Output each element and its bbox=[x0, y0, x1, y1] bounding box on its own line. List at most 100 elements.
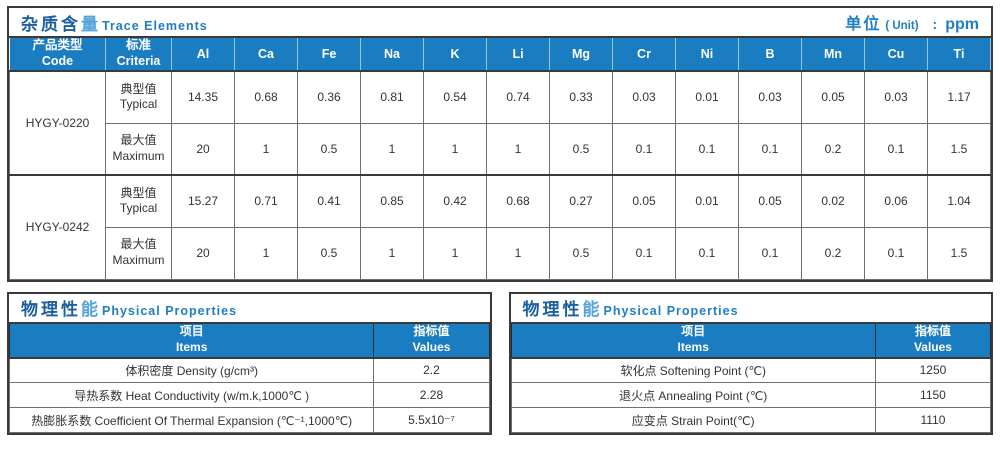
element-col-ni: Ni bbox=[675, 38, 739, 72]
property-value: 2.2 bbox=[373, 357, 490, 383]
col-header-values: 指标值 Values bbox=[373, 323, 490, 359]
phys-left-header-row: 项目 Items 指标值 Values bbox=[8, 323, 490, 359]
value-cell: 14.35 bbox=[171, 70, 235, 124]
element-col-mg: Mg bbox=[549, 38, 613, 72]
value-cell: 0.03 bbox=[864, 70, 928, 124]
col-header-items-zh: 项目 bbox=[179, 324, 204, 339]
criteria-zh: 典型值 bbox=[120, 185, 157, 200]
physical-properties-section: 物理性 能 Physical Properties 项目 Items 指标值 V… bbox=[7, 291, 993, 435]
trace-title-bar: 杂质含 量 Trace Elements 单位 ( Unit) : ppm bbox=[9, 8, 991, 38]
value-cell: 0.68 bbox=[486, 174, 550, 228]
physical-properties-table-left: 项目 Items 指标值 Values 体积密度 Density (g/cm³)… bbox=[8, 323, 490, 433]
criteria-en: Typical bbox=[119, 97, 158, 112]
value-cell: 20 bbox=[171, 122, 235, 176]
criteria-cell: 最大值 Maximum bbox=[105, 226, 172, 280]
element-col-b: B bbox=[738, 38, 802, 72]
col-header-criteria: 标准 Criteria bbox=[105, 38, 172, 72]
value-cell: 0.68 bbox=[234, 70, 298, 124]
value-cell: 15.27 bbox=[171, 174, 235, 228]
property-item: 应变点 Strain Point(℃) bbox=[510, 407, 876, 433]
value-cell: 0.05 bbox=[801, 70, 865, 124]
element-col-cr: Cr bbox=[612, 38, 676, 72]
unit-colon: : bbox=[932, 16, 938, 32]
product-code-cell: HYGY-0220 bbox=[9, 70, 106, 176]
physical-properties-panel-right: 物理性 能 Physical Properties 项目 Items 指标值 V… bbox=[508, 291, 993, 435]
product-code-cell: HYGY-0242 bbox=[9, 174, 106, 280]
value-cell: 0.27 bbox=[549, 174, 613, 228]
value-cell: 0.1 bbox=[864, 122, 928, 176]
criteria-en: Typical bbox=[119, 201, 158, 216]
value-cell: 0.36 bbox=[297, 70, 361, 124]
element-col-mn: Mn bbox=[801, 38, 865, 72]
property-item: 软化点 Softening Point (℃) bbox=[510, 357, 876, 383]
physical-right-title-en: Physical Properties bbox=[603, 304, 739, 318]
value-cell: 0.2 bbox=[801, 226, 865, 280]
col-header-code: 产品类型 Code bbox=[9, 38, 106, 72]
value-cell: 1 bbox=[234, 226, 298, 280]
property-value: 1250 bbox=[874, 357, 992, 383]
col-header-items: 项目 Items bbox=[510, 323, 876, 359]
col-header-values-en: Values bbox=[913, 340, 952, 354]
element-col-al: Al bbox=[171, 38, 235, 72]
trace-title-zh-accent: 量 bbox=[81, 14, 98, 34]
physical-left-title-bar: 物理性 能 Physical Properties bbox=[9, 293, 490, 324]
element-col-fe: Fe bbox=[297, 38, 361, 72]
value-cell: 0.5 bbox=[549, 122, 613, 176]
value-cell: 0.1 bbox=[675, 122, 739, 176]
table-row: 体积密度 Density (g/cm³) 2.2 bbox=[8, 357, 490, 383]
value-cell: 1 bbox=[360, 226, 424, 280]
property-value: 5.5x10⁻⁷ bbox=[373, 407, 490, 433]
table-row: 退火点 Annealing Point (℃) 1150 bbox=[510, 382, 992, 408]
value-cell: 0.2 bbox=[801, 122, 865, 176]
element-col-li: Li bbox=[486, 38, 550, 72]
property-item: 热膨胀系数 Coefficient Of Thermal Expansion (… bbox=[8, 407, 375, 433]
col-header-values: 指标值 Values bbox=[874, 323, 992, 359]
unit-paren: ( Unit) bbox=[885, 20, 919, 32]
value-cell: 0.1 bbox=[738, 226, 802, 280]
col-header-items-en: Items bbox=[677, 340, 709, 354]
value-cell: 0.42 bbox=[423, 174, 487, 228]
trace-elements-panel: 杂质含 量 Trace Elements 单位 ( Unit) : ppm 产品… bbox=[7, 6, 993, 282]
col-header-values-zh: 指标值 bbox=[914, 324, 951, 339]
col-header-criteria-zh: 标准 bbox=[125, 38, 151, 53]
value-cell: 0.03 bbox=[612, 70, 676, 124]
value-cell: 1 bbox=[234, 122, 298, 176]
trace-title-zh: 杂质含 bbox=[21, 14, 81, 34]
value-cell: 0.5 bbox=[297, 122, 361, 176]
criteria-en: Maximum bbox=[112, 253, 165, 267]
value-cell: 0.71 bbox=[234, 174, 298, 228]
value-cell: 0.02 bbox=[801, 174, 865, 228]
property-value: 2.28 bbox=[373, 382, 490, 408]
table-row: HYGY-0220 典型值 Typical 14.35 0.68 0.36 0.… bbox=[9, 70, 991, 176]
col-header-code-en: Code bbox=[41, 54, 74, 68]
property-item: 体积密度 Density (g/cm³) bbox=[8, 357, 375, 383]
value-cell: 0.5 bbox=[549, 226, 613, 280]
property-value: 1110 bbox=[874, 407, 992, 433]
physical-right-title: 物理性 能 Physical Properties bbox=[523, 295, 739, 320]
table-row: 最大值 Maximum 20 1 0.5 1 1 1 0.5 0.1 0.1 0… bbox=[10, 122, 991, 176]
value-cell: 0.06 bbox=[864, 174, 928, 228]
col-header-items-zh: 项目 bbox=[681, 324, 706, 339]
value-cell: 1 bbox=[423, 226, 487, 280]
value-cell: 1.5 bbox=[927, 226, 991, 280]
trace-header-row: 产品类型 Code 标准 Criteria Al Ca Fe Na K Li M… bbox=[9, 38, 991, 72]
physical-properties-table-right: 项目 Items 指标值 Values 软化点 Softening Point … bbox=[510, 323, 992, 433]
value-cell: 0.01 bbox=[675, 70, 739, 124]
unit-zh: 单位 bbox=[845, 16, 882, 33]
value-cell: 0.05 bbox=[738, 174, 802, 228]
value-cell: 0.03 bbox=[738, 70, 802, 124]
trace-elements-table: 产品类型 Code 标准 Criteria Al Ca Fe Na K Li M… bbox=[9, 38, 991, 280]
physical-left-title-zh: 物理性 bbox=[21, 300, 81, 319]
value-cell: 1.17 bbox=[927, 70, 991, 124]
physical-left-title: 物理性 能 Physical Properties bbox=[21, 295, 237, 320]
physical-right-title-bar: 物理性 能 Physical Properties bbox=[510, 293, 991, 324]
property-item: 导热系数 Heat Conductivity (w/m.k,1000℃ ) bbox=[8, 382, 375, 408]
value-cell: 1 bbox=[423, 122, 487, 176]
value-cell: 0.33 bbox=[549, 70, 613, 124]
value-cell: 0.74 bbox=[486, 70, 550, 124]
table-row: 导热系数 Heat Conductivity (w/m.k,1000℃ ) 2.… bbox=[8, 382, 490, 408]
value-cell: 1 bbox=[360, 122, 424, 176]
col-header-criteria-en: Criteria bbox=[116, 54, 161, 68]
table-row: 热膨胀系数 Coefficient Of Thermal Expansion (… bbox=[8, 407, 490, 433]
table-row: 应变点 Strain Point(℃) 1110 bbox=[510, 407, 992, 433]
